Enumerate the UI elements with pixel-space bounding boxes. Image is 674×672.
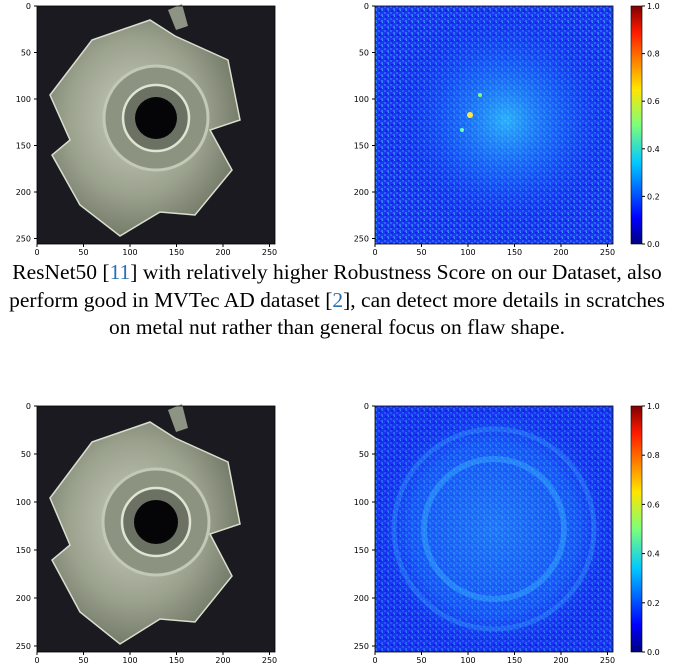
svg-text:150: 150 xyxy=(169,248,184,257)
svg-text:0.8: 0.8 xyxy=(647,451,660,460)
svg-text:50: 50 xyxy=(359,450,369,459)
photo-axes: 0 50 100 150 200 250 0 50 100 150 200 25… xyxy=(16,2,277,257)
svg-text:1.0: 1.0 xyxy=(647,2,660,11)
svg-text:100: 100 xyxy=(354,498,369,507)
svg-text:100: 100 xyxy=(16,498,31,507)
figure-row-1: 0 50 100 150 200 250 0 50 100 150 200 25… xyxy=(0,0,674,262)
heatmap-x-ticks: 0 50 100 150 200 250 xyxy=(372,244,615,257)
photo-x-ticks: 0 50 100 150 200 250 xyxy=(34,652,277,665)
svg-text:0.8: 0.8 xyxy=(647,50,660,59)
svg-text:50: 50 xyxy=(21,49,31,58)
svg-text:250: 250 xyxy=(354,235,369,244)
svg-text:200: 200 xyxy=(215,248,230,257)
photo-y-ticks: 0 50 100 150 200 250 xyxy=(16,402,37,651)
heatmap-y-ticks: 0 50 100 150 200 250 xyxy=(354,402,375,651)
svg-text:50: 50 xyxy=(416,248,426,257)
svg-text:0.4: 0.4 xyxy=(647,550,660,559)
svg-text:250: 250 xyxy=(354,642,369,651)
svg-text:0: 0 xyxy=(26,402,31,411)
svg-text:150: 150 xyxy=(169,656,184,665)
nut-photo-panel-1: 0 50 100 150 200 250 0 50 100 150 200 25… xyxy=(16,2,660,257)
svg-text:0: 0 xyxy=(26,2,31,11)
svg-text:250: 250 xyxy=(600,656,615,665)
svg-text:200: 200 xyxy=(16,188,31,197)
svg-text:0.2: 0.2 xyxy=(647,192,660,201)
svg-text:100: 100 xyxy=(122,248,137,257)
svg-text:100: 100 xyxy=(16,95,31,104)
svg-text:250: 250 xyxy=(600,248,615,257)
colorbar: 0.0 0.2 0.4 0.6 0.8 1.0 xyxy=(630,2,660,249)
svg-text:0.2: 0.2 xyxy=(647,599,660,608)
svg-text:150: 150 xyxy=(354,546,369,555)
svg-text:200: 200 xyxy=(553,248,568,257)
caption-text-3: ], can detect more details in scratches … xyxy=(108,287,665,340)
attention-heatmap xyxy=(375,6,613,244)
figure-row-2: 0 50 100 150 200 250 0 50 100 150 200 25… xyxy=(0,400,674,668)
heatmap-x-ticks: 0 50 100 150 200 250 xyxy=(372,652,615,665)
svg-text:1.0: 1.0 xyxy=(647,402,660,411)
svg-text:0: 0 xyxy=(372,248,377,257)
svg-text:250: 250 xyxy=(16,642,31,651)
svg-text:0: 0 xyxy=(364,402,369,411)
svg-text:100: 100 xyxy=(460,248,475,257)
colorbar: 0.0 0.2 0.4 0.6 0.8 1.0 xyxy=(630,402,660,657)
citation-link-2[interactable]: 2 xyxy=(332,287,344,312)
svg-text:250: 250 xyxy=(262,656,277,665)
svg-text:100: 100 xyxy=(122,656,137,665)
svg-text:0: 0 xyxy=(364,2,369,11)
photo-axes: 0 50 100 150 200 250 0 50 100 150 200 25… xyxy=(16,402,277,665)
svg-text:200: 200 xyxy=(354,594,369,603)
svg-text:100: 100 xyxy=(460,656,475,665)
svg-text:250: 250 xyxy=(16,235,31,244)
svg-text:0.4: 0.4 xyxy=(647,145,660,154)
svg-text:50: 50 xyxy=(78,656,88,665)
svg-text:50: 50 xyxy=(359,49,369,58)
attention-heatmap xyxy=(375,406,613,652)
caption-text-1: ResNet50 [ xyxy=(12,260,110,284)
svg-text:150: 150 xyxy=(16,142,31,151)
svg-text:0.0: 0.0 xyxy=(647,648,660,657)
svg-text:50: 50 xyxy=(416,656,426,665)
svg-text:0.6: 0.6 xyxy=(647,500,660,509)
svg-text:200: 200 xyxy=(553,656,568,665)
caption-text-2: ] with relatively higher Robustness Scor… xyxy=(9,260,662,312)
svg-text:50: 50 xyxy=(21,450,31,459)
metal-nut-photo xyxy=(37,4,275,244)
svg-text:50: 50 xyxy=(78,248,88,257)
svg-text:150: 150 xyxy=(507,248,522,257)
svg-text:0: 0 xyxy=(372,656,377,665)
citation-link-11[interactable]: 11 xyxy=(109,260,131,284)
svg-text:200: 200 xyxy=(354,188,369,197)
svg-text:250: 250 xyxy=(262,248,277,257)
photo-y-ticks: 0 50 100 150 200 250 xyxy=(16,2,37,244)
svg-text:0: 0 xyxy=(34,248,39,257)
heatmap-y-ticks: 0 50 100 150 200 250 xyxy=(354,2,375,244)
svg-text:0: 0 xyxy=(34,656,39,665)
photo-x-ticks: 0 50 100 150 200 250 xyxy=(34,244,277,257)
svg-text:150: 150 xyxy=(16,546,31,555)
metal-nut-photo xyxy=(37,404,275,652)
heatmap-axes: 0 50 100 150 200 250 0 50 100 150 200 25… xyxy=(354,402,615,665)
svg-text:150: 150 xyxy=(354,142,369,151)
svg-text:200: 200 xyxy=(215,656,230,665)
svg-text:0.0: 0.0 xyxy=(647,240,660,249)
svg-text:0.6: 0.6 xyxy=(647,97,660,106)
heatmap-axes: 0 50 100 150 200 250 0 50 100 150 200 25… xyxy=(354,2,615,257)
svg-text:150: 150 xyxy=(507,656,522,665)
figure-caption: ResNet50 [11] with relatively higher Rob… xyxy=(0,259,674,342)
svg-text:100: 100 xyxy=(354,95,369,104)
svg-text:200: 200 xyxy=(16,594,31,603)
nut-photo-panel-2: 0 50 100 150 200 250 0 50 100 150 200 25… xyxy=(16,402,660,665)
